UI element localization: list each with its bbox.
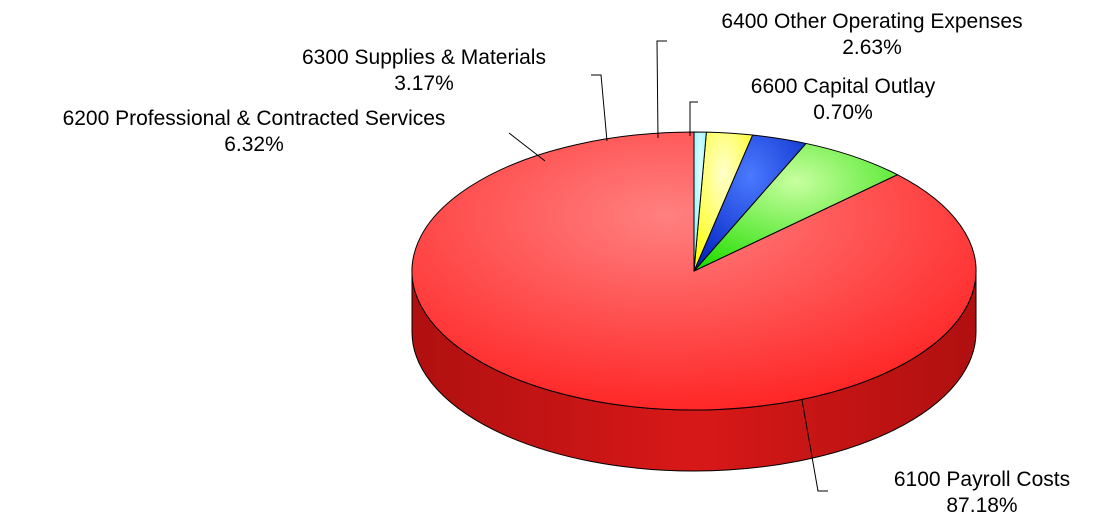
leader-line	[508, 132, 546, 162]
leader-line-layer	[508, 40, 828, 492]
slice-percent-label: 3.17%	[394, 72, 454, 95]
pie-slice-professional	[693, 142, 899, 272]
slice-label-payroll: 6100 Payroll Costs 87.18%	[894, 468, 1070, 517]
leader-line	[656, 40, 667, 139]
slice-name-label: 6600 Capital Outlay	[751, 75, 936, 98]
pie-slice-capital-outlay	[693, 131, 707, 272]
slice-name-label: 6100 Payroll Costs	[894, 468, 1070, 491]
slice-name-label: 6300 Supplies & Materials	[302, 46, 546, 69]
pie-slice-layer	[411, 131, 977, 411]
slice-percent-label: 0.70%	[813, 101, 873, 124]
slice-label-professional: 6200 Professional & Contracted Services …	[63, 107, 446, 156]
slice-name-label: 6400 Other Operating Expenses	[721, 10, 1022, 33]
slice-percent-label: 87.18%	[946, 494, 1017, 517]
leader-line	[801, 399, 828, 492]
slice-name-label: 6200 Professional & Contracted Services	[63, 107, 446, 130]
slice-label-capital-outlay: 6600 Capital Outlay 0.70%	[751, 75, 936, 124]
slice-percent-label: 6.32%	[224, 133, 284, 156]
leader-line	[591, 74, 608, 142]
slice-label-other-operating: 6400 Other Operating Expenses 2.63%	[721, 10, 1022, 59]
slice-label-supplies: 6300 Supplies & Materials 3.17%	[302, 46, 546, 95]
leader-line	[689, 101, 698, 136]
slice-percent-label: 2.63%	[842, 36, 902, 59]
